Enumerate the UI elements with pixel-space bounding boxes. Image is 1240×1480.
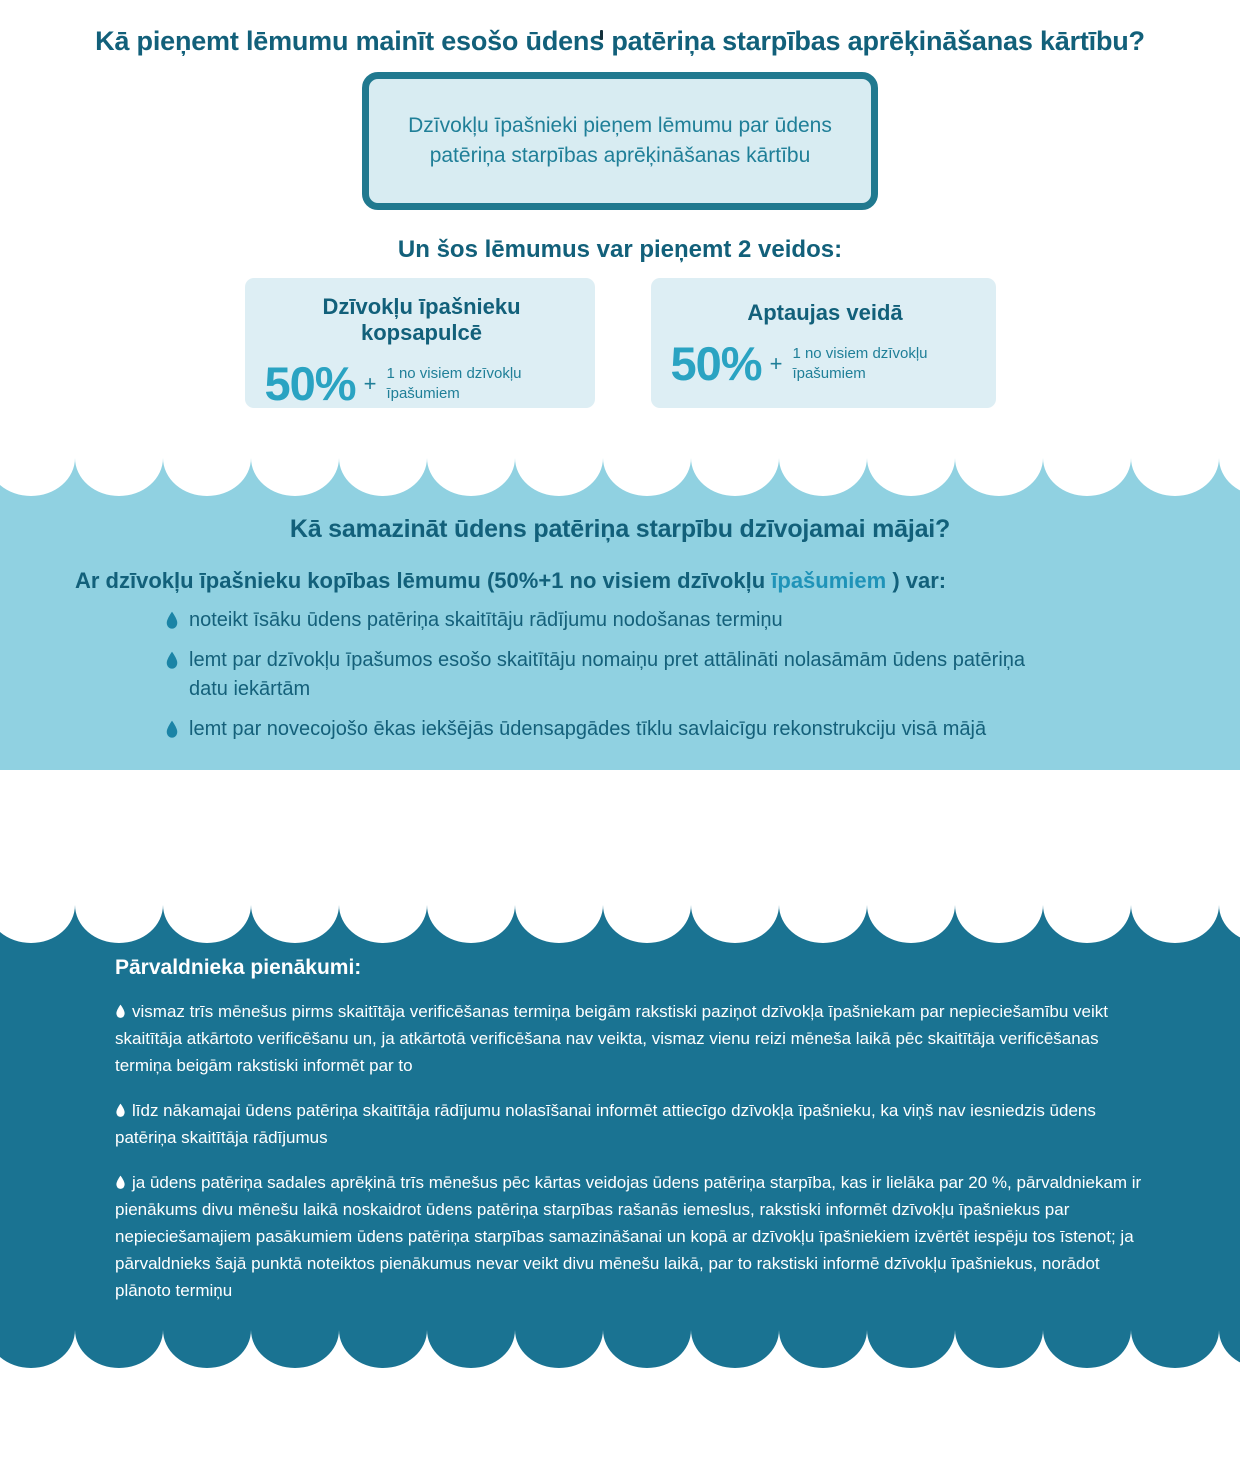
decision-box: Dzīvokļu īpašnieki pieņem lēmumu par ūde… (362, 72, 878, 210)
reduce-section-heading: Kā samazināt ūdens patēriņa starpību dzī… (289, 515, 951, 543)
duty-paragraph: līdz nākamajai ūdens patēriņa skaitītāja… (115, 1097, 1160, 1151)
method-cards-row: Dzīvokļu īpašnieku kopsapulcē 50% + 1 no… (0, 278, 1240, 411)
list-item: lemt par novecojošo ēkas iekšējās ūdensa… (165, 715, 1085, 744)
reduce-bullet-list: noteikt īsāku ūdens patēriņa skaitītāju … (165, 606, 1200, 744)
plus-sign: + (363, 370, 377, 396)
bullet-text: lemt par dzīvokļu īpašumos esošo skaitīt… (189, 649, 1026, 700)
water-drop-icon (166, 611, 178, 629)
method-card-survey: Aptaujas veidā 50% + 1 no visiem dzīvokļ… (650, 278, 996, 408)
stray-mark (600, 30, 603, 40)
bottom-white-area (0, 1373, 1240, 1480)
water-drop-icon (116, 1103, 125, 1117)
percent-row: 50% + 1 no visiem dzīvokļu īpašumiem (671, 336, 980, 391)
reduce-section: Kā samazināt ūdens patēriņa starpību dzī… (0, 446, 1240, 770)
duties-heading: Pārvaldnieka pienākumi: (115, 956, 362, 979)
duty-paragraph: ja ūdens patēriņa sadales aprēķinā trīs … (115, 1169, 1160, 1304)
plus-sign: + (769, 350, 783, 376)
duty-paragraph: vismaz trīs mēnešus pirms skaitītāja ver… (115, 998, 1160, 1079)
wave-divider-white-over-darkteal (0, 893, 1240, 943)
water-drop-icon (116, 1175, 125, 1189)
wave-divider-white-over-lightblue (0, 446, 1240, 496)
method-card-general-meeting: Dzīvokļu īpašnieku kopsapulcē 50% + 1 no… (244, 278, 595, 411)
duties-section: Pārvaldnieka pienākumi: vismaz trīs mēne… (0, 893, 1240, 1318)
wave-divider-darkteal-over-white (0, 1318, 1240, 1368)
page-title: Kā pieņemt lēmumu mainīt esošo ūdens pat… (95, 26, 1145, 56)
percent-note: 1 no visiem dzīvokļu īpašumiem (386, 364, 522, 402)
percent-value: 50% (264, 357, 357, 410)
bullet-text: lemt par novecojošo ēkas iekšējās ūdensa… (189, 718, 987, 740)
methods-heading: Un šos lēmumus var pieņemt 2 veidos: (397, 236, 843, 263)
reduce-intro-line: Ar dzīvokļu īpašnieku kopības lēmumu (50… (75, 568, 1200, 594)
list-item: noteikt īsāku ūdens patēriņa skaitītāju … (165, 606, 1085, 635)
list-item: lemt par dzīvokļu īpašumos esošo skaitīt… (165, 646, 1025, 704)
bullet-text: noteikt īsāku ūdens patēriņa skaitītāju … (189, 609, 783, 631)
method-card-title: Aptaujas veidā (747, 300, 903, 325)
water-drop-icon (166, 720, 178, 738)
intro-prefix: Ar dzīvokļu īpašnieku kopības lēmumu (50… (75, 568, 772, 593)
bottom-wave-wrap (0, 1318, 1240, 1373)
white-gap (0, 770, 1240, 893)
duty-text: vismaz trīs mēnešus pirms skaitītāja ver… (115, 1002, 1109, 1075)
percent-note: 1 no visiem dzīvokļu īpašumiem (792, 344, 928, 382)
percent-row: 50% + 1 no visiem dzīvokļu īpašumiem (265, 356, 579, 411)
percent-value: 50% (670, 337, 763, 390)
intro-highlight: īpašumiem (771, 568, 887, 593)
method-card-title: Dzīvokļu īpašnieku kopsapulcē (322, 294, 521, 345)
water-drop-icon (166, 651, 178, 669)
top-area: Kā pieņemt lēmumu mainīt esošo ūdens pat… (0, 26, 1240, 411)
decision-box-text: Dzīvokļu īpašnieki pieņem lēmumu par ūde… (408, 114, 832, 167)
duty-text: ja ūdens patēriņa sadales aprēķinā trīs … (115, 1173, 1142, 1300)
duties-section-content: Pārvaldnieka pienākumi: vismaz trīs mēne… (0, 948, 1240, 1304)
water-drop-icon (116, 1004, 125, 1018)
intro-suffix: ) var: (886, 568, 947, 593)
reduce-section-content: Kā samazināt ūdens patēriņa starpību dzī… (0, 501, 1240, 770)
duty-text: līdz nākamajai ūdens patēriņa skaitītāja… (115, 1101, 1096, 1147)
